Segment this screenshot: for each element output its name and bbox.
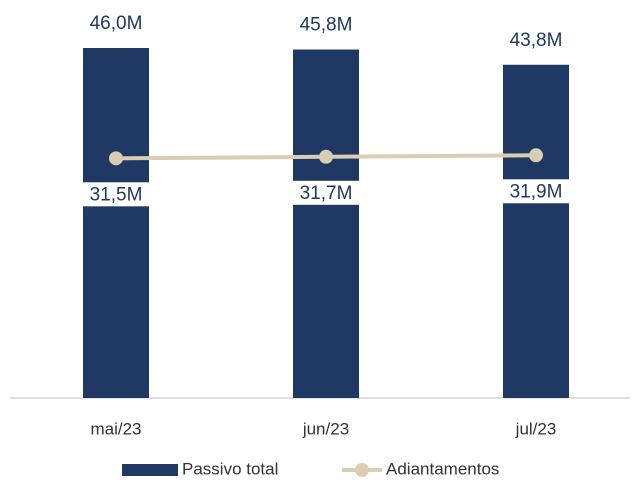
legend-label: Passivo total xyxy=(182,459,278,478)
bar xyxy=(293,49,359,399)
bar xyxy=(503,64,569,398)
legend-swatch-marker xyxy=(355,463,369,477)
label-background xyxy=(82,182,150,207)
line-value-label: 31,5M xyxy=(90,184,143,205)
bar-value-label: 46,0M xyxy=(90,13,143,34)
legend-swatch xyxy=(122,464,178,476)
legend-label: Adiantamentos xyxy=(386,459,499,478)
bar-value-label: 45,8M xyxy=(300,15,353,36)
line-point xyxy=(109,151,123,166)
x-tick-label: jun/23 xyxy=(302,419,349,438)
x-tick-label: mai/23 xyxy=(90,419,141,438)
bar xyxy=(83,48,149,398)
line-point xyxy=(529,148,543,163)
line-value-label: 31,7M xyxy=(300,183,353,204)
line-point xyxy=(319,149,333,164)
x-tick-label: jul/23 xyxy=(515,419,557,438)
line-value-label: 31,9M xyxy=(510,181,563,202)
label-background xyxy=(292,180,360,205)
label-background xyxy=(502,179,570,204)
bar-value-label: 43,8M xyxy=(510,30,563,51)
